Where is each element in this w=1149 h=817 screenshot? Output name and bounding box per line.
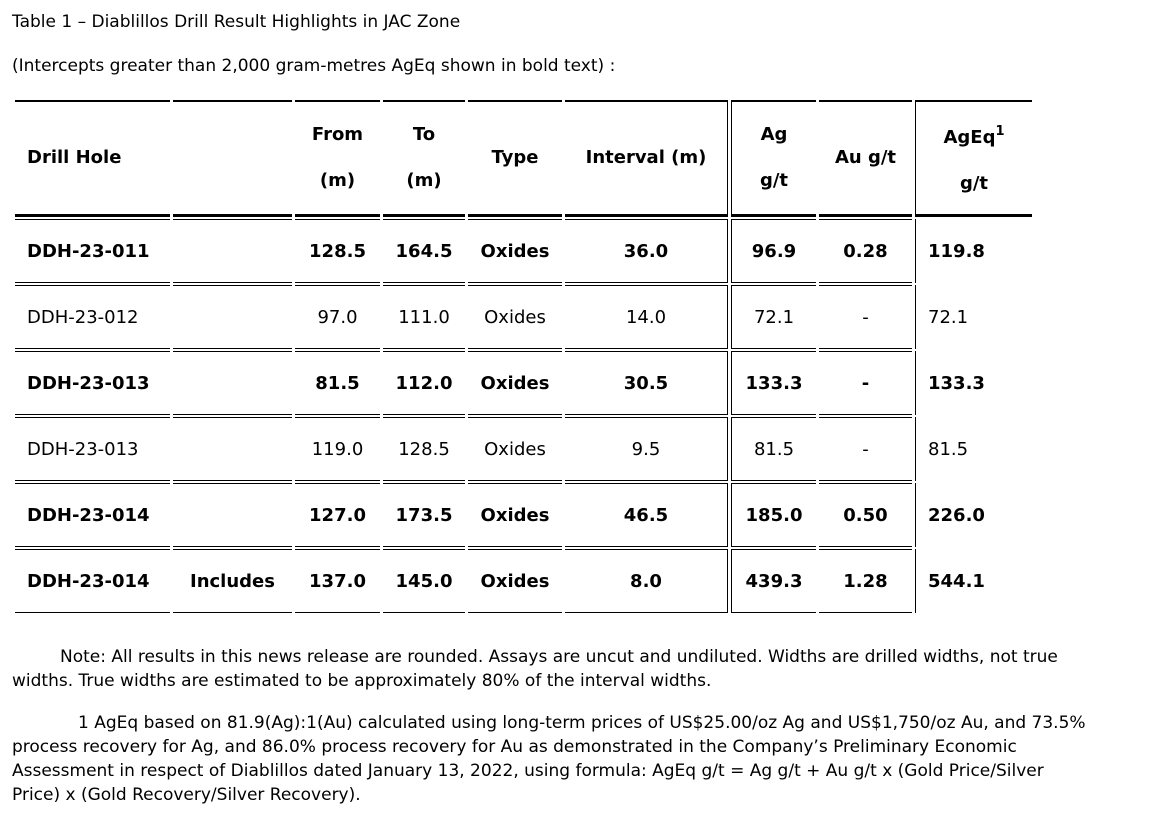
ageq-footnote-marker: 1 [995,124,1005,139]
drill-hole-cell: DDH-23-014 [15,549,170,613]
drill-hole-cell: DDH-23-011 [15,219,170,283]
from-cell: 137.0 [295,549,380,613]
au-cell: 0.50 [819,483,912,547]
ageq-unit: g/t [959,173,989,194]
interval-cell: 46.5 [565,483,728,547]
to-label: To [412,124,436,145]
header-interval: Interval (m) [565,100,728,217]
table-row: DDH-23-013 81.5 112.0 Oxides 30.5 133.3-133.3 [15,351,1032,415]
interval-cell: 14.0 [565,285,728,349]
drill-hole-cell: DDH-23-013 [15,351,170,415]
drill-results-table: Drill Hole From (m) To (m) Type Interval (… [12,98,1035,615]
ageq-footnote: 1 AgEq based on 81.9(Ag):1(Au) calculate… [12,713,1086,805]
from-cell: 97.0 [295,285,380,349]
to-cell: 173.5 [383,483,465,547]
to-unit: (m) [406,170,442,191]
header-type: Type [468,100,562,217]
type-cell: Oxides [468,483,562,547]
note-cell: Includes [173,549,292,613]
from-cell: 119.0 [295,417,380,481]
header-ageq: AgEq1 g/t [915,100,1032,217]
ageq-label: AgEq [943,127,996,148]
table-row: DDH-23-014 127.0 173.5 Oxides 46.5 185.0 0.50 2… [15,483,1032,547]
au-cell: 0.28 [819,219,912,283]
table-row: DDH-23-013 119.0 128.5 Oxides 9.5 81.5-81.5 [15,417,1032,481]
from-label: From [311,124,364,145]
type-cell: Oxides [468,351,562,415]
ag-cell: 133.3 [731,351,816,415]
note-cell [173,285,292,349]
drill-hole-cell: DDH-23-012 [15,285,170,349]
table-row: DDH-23-014 Includes 137.0 145.0 Oxides 8.0 439… [15,549,1032,613]
note-cell [173,351,292,415]
ag-cell: 185.0 [731,483,816,547]
ag-label: Ag [760,124,788,145]
table-row: DDH-23-011 128.5 164.5 Oxides 36.0 96.9 0.28 11… [15,219,1032,283]
type-cell: Oxides [468,417,562,481]
ag-cell: 81.5 [731,417,816,481]
au-cell: - [819,417,912,481]
ag-cell: 72.1 [731,285,816,349]
from-cell: 81.5 [295,351,380,415]
au-cell: 1.28 [819,549,912,613]
interval-cell: 36.0 [565,219,728,283]
ageq-cell: 72.1 [915,285,1032,349]
table-title: Table 1 – Diablillos Drill Result Highli… [12,12,461,32]
note-cell [173,219,292,283]
from-cell: 127.0 [295,483,380,547]
type-cell: Oxides [468,219,562,283]
header-row: Drill Hole From (m) To (m) Type Interval (… [15,100,1032,217]
to-cell: 112.0 [383,351,465,415]
header-note [173,100,292,217]
drill-hole-cell: DDH-23-014 [15,483,170,547]
to-cell: 164.5 [383,219,465,283]
drill-hole-cell: DDH-23-013 [15,417,170,481]
to-cell: 128.5 [383,417,465,481]
to-cell: 111.0 [383,285,465,349]
ag-cell: 439.3 [731,549,816,613]
ageq-cell: 544.1 [915,549,1032,613]
header-ag: Ag g/t [731,100,816,217]
ageq-cell: 133.3 [915,351,1032,415]
note-cell [173,483,292,547]
table-subtitle: (Intercepts greater than 2,000 gram-metr… [12,56,616,76]
ag-unit: g/t [759,170,789,191]
to-cell: 145.0 [383,549,465,613]
note-cell [173,417,292,481]
ag-cell: 96.9 [731,219,816,283]
ageq-cell: 81.5 [915,417,1032,481]
from-cell: 128.5 [295,219,380,283]
ageq-cell: 226.0 [915,483,1032,547]
header-to: To (m) [383,100,465,217]
header-drill-hole: Drill Hole [15,100,170,217]
from-unit: (m) [319,170,356,191]
type-cell: Oxides [468,285,562,349]
header-from: From (m) [295,100,380,217]
rounding-note: Note: All results in this news release a… [12,647,1058,691]
interval-cell: 9.5 [565,417,728,481]
interval-cell: 30.5 [565,351,728,415]
type-cell: Oxides [468,549,562,613]
header-au: Au g/t [819,100,912,217]
table-row: DDH-23-012 97.0 111.0 Oxides 14.0 72.1-72.1 [15,285,1032,349]
au-cell: - [819,351,912,415]
interval-cell: 8.0 [565,549,728,613]
au-cell: - [819,285,912,349]
ageq-cell: 119.8 [915,219,1032,283]
